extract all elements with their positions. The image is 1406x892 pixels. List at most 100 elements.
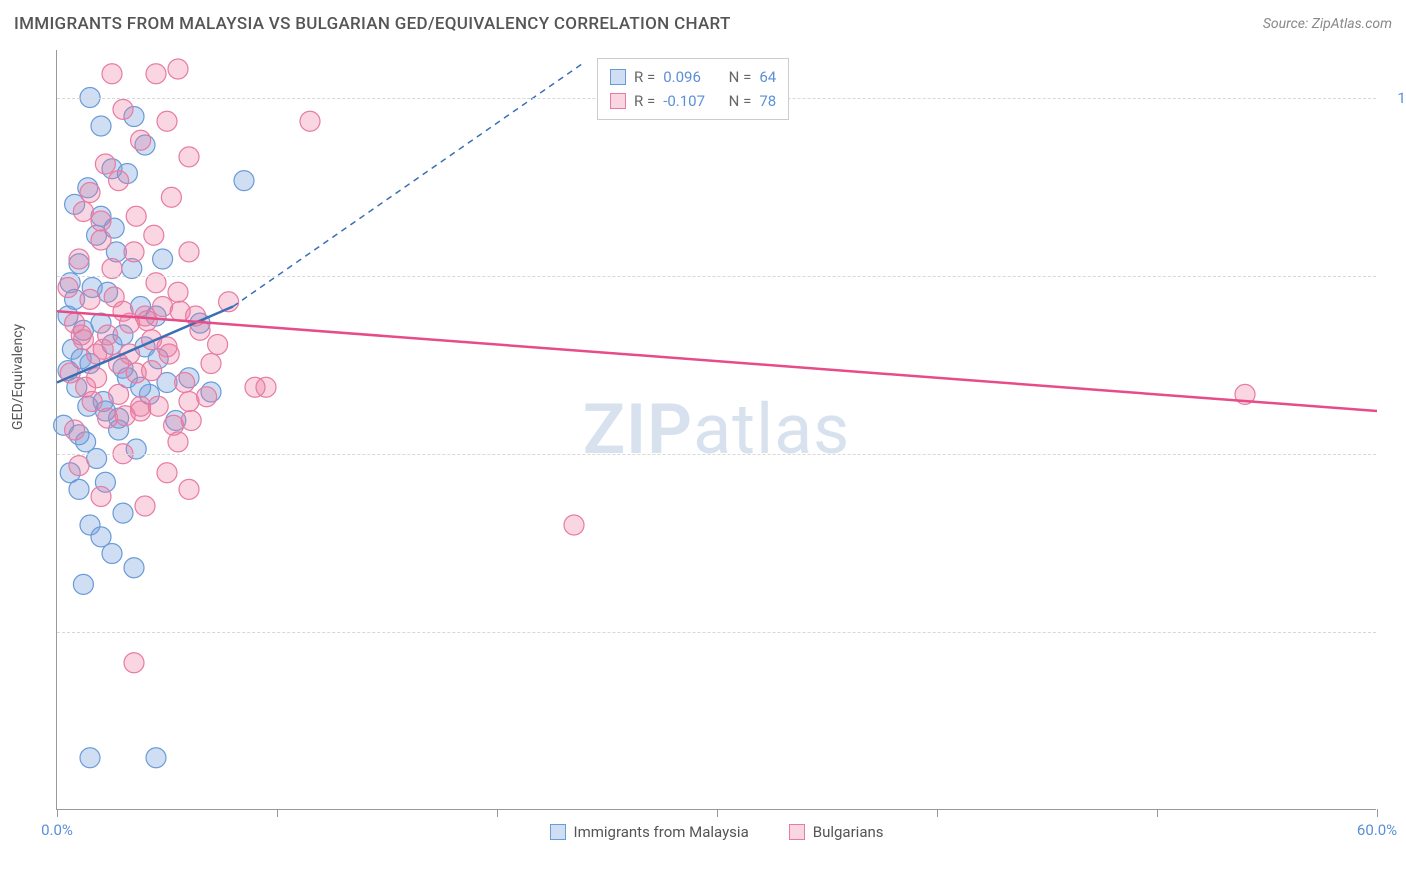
scatter-point [234,171,254,191]
scatter-svg [57,50,1376,809]
xtick-label: 0.0% [41,821,73,839]
scatter-point [80,748,100,768]
legend-n-value: 64 [759,65,776,89]
scatter-point [80,183,100,203]
scatter-point [82,392,102,412]
series-name: Bulgarians [813,823,884,841]
scatter-point [69,456,89,476]
scatter-point [124,653,144,673]
scatter-point [131,130,151,150]
scatter-point [153,249,173,269]
xtick [1377,809,1378,817]
scatter-point [181,411,201,431]
scatter-point [146,64,166,84]
xtick-label: 60.0% [1357,821,1397,839]
series-legend: Immigrants from Malaysia Bulgarians [549,823,883,841]
scatter-point [179,479,199,499]
scatter-point [148,396,168,416]
legend-n-value: 78 [759,89,776,113]
scatter-point [109,171,129,191]
scatter-point [179,242,199,262]
correlation-legend: R = 0.096 N = 64R = -0.107 N = 78 [597,58,789,120]
regression-line-extrapolated [233,62,585,307]
scatter-point [144,225,164,245]
ytick-label: 92.5% [1386,267,1406,285]
xtick [937,809,938,817]
gridline-h [57,454,1376,455]
xtick [57,809,58,817]
scatter-point [300,111,320,131]
scatter-point [256,377,276,397]
legend-n-label: N = [721,65,751,89]
scatter-point [80,289,100,309]
scatter-point [91,230,111,250]
scatter-point [157,463,177,483]
scatter-point [93,339,113,359]
scatter-point [161,187,181,207]
scatter-point [153,297,173,317]
legend-swatch [789,824,805,840]
scatter-point [109,384,129,404]
scatter-point [115,406,135,426]
scatter-point [179,147,199,167]
scatter-point [564,515,584,535]
scatter-point [102,544,122,564]
scatter-point [164,415,184,435]
legend-r-value: -0.107 [663,89,713,113]
legend-r-value: 0.096 [663,65,713,89]
scatter-point [170,301,190,321]
scatter-point [201,354,221,374]
series-name: Immigrants from Malaysia [573,823,748,841]
y-axis-label: GED/Equivalency [10,324,26,430]
xtick [717,809,718,817]
plot-area: ZIPatlas 77.5%85.0%92.5%100.0% 0.0%60.0%… [56,50,1376,810]
scatter-point [175,373,195,393]
legend-row: R =-0.107 N =78 [610,89,776,113]
gridline-h [57,276,1376,277]
scatter-point [113,503,133,523]
xtick [497,809,498,817]
legend-r-label: R = [634,65,655,89]
scatter-point [197,387,217,407]
scatter-point [104,287,124,307]
scatter-point [137,311,157,331]
chart-title: IMMIGRANTS FROM MALAYSIA VS BULGARIAN GE… [14,14,731,34]
scatter-point [135,496,155,516]
scatter-point [168,59,188,79]
scatter-point [87,449,107,469]
scatter-point [179,392,199,412]
legend-swatch [610,69,626,85]
scatter-point [146,748,166,768]
legend-n-label: N = [721,89,751,113]
scatter-point [69,249,89,269]
scatter-point [71,325,91,345]
legend-row: R = 0.096 N = 64 [610,65,776,89]
scatter-point [168,282,188,302]
gridline-h [57,632,1376,633]
series-legend-item: Immigrants from Malaysia [549,823,748,841]
scatter-point [65,420,85,440]
scatter-point [91,116,111,136]
series-legend-item: Bulgarians [789,823,884,841]
scatter-point [95,154,115,174]
scatter-point [126,363,146,383]
scatter-point [73,574,93,594]
ytick-label: 77.5% [1386,623,1406,641]
legend-swatch [549,824,565,840]
chart-source: Source: ZipAtlas.com [1263,16,1392,32]
xtick [277,809,278,817]
scatter-point [126,206,146,226]
scatter-point [208,335,228,355]
scatter-point [58,278,78,298]
ytick-label: 100.0% [1386,89,1406,107]
scatter-point [159,344,179,364]
scatter-point [157,111,177,131]
scatter-point [124,242,144,262]
legend-swatch [610,93,626,109]
scatter-point [73,202,93,222]
scatter-point [98,408,118,428]
scatter-point [91,211,111,231]
xtick [1157,809,1158,817]
scatter-point [113,99,133,119]
scatter-point [91,487,111,507]
